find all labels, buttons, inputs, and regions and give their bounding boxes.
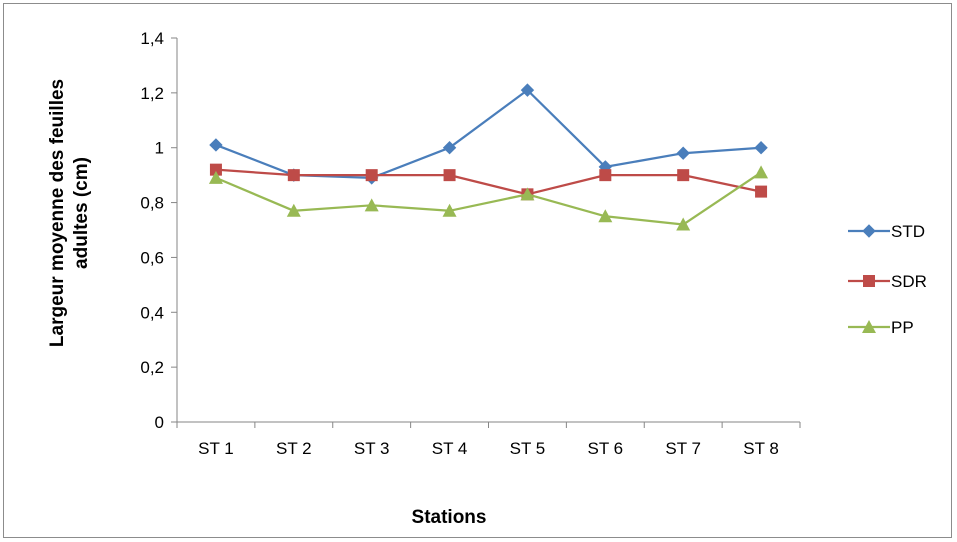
legend: STD SDR PP	[848, 222, 927, 337]
legend-marker-std	[862, 224, 876, 238]
y-tick-label: 1	[155, 139, 164, 158]
y-tick-label: 1,2	[140, 84, 164, 103]
data-point-std	[442, 141, 457, 155]
data-point-pp	[598, 209, 613, 223]
data-point-pp	[364, 198, 379, 212]
legend-item-sdr: SDR	[848, 272, 927, 291]
x-tick-label: ST 2	[276, 439, 312, 458]
series-sdr	[209, 163, 768, 201]
data-point-sdr	[287, 169, 300, 182]
x-axis: ST 1 ST 2 ST 3 ST 4 ST 5 ST 6 ST 7 ST 8	[176, 421, 801, 458]
x-tick-label: ST 4	[432, 439, 468, 458]
y-axis-title-line2: adultes (cm)	[71, 157, 92, 269]
y-tick-label: 0,4	[140, 303, 164, 322]
data-point-sdr	[365, 169, 378, 182]
y-axis: 0 0,2 0,4 0,6 0,8 1 1,2 1,4	[140, 29, 178, 432]
series-pp	[208, 165, 769, 231]
legend-marker-sdr	[863, 275, 875, 287]
data-point-pp	[520, 187, 535, 201]
y-tick-label: 0,8	[140, 194, 164, 213]
y-tick-label: 1,4	[140, 29, 164, 48]
x-tick-label: ST 6	[588, 439, 624, 458]
data-point-pp	[286, 203, 301, 217]
legend-label-pp: PP	[891, 318, 914, 337]
data-point-sdr	[755, 185, 768, 198]
data-point-pp	[676, 217, 691, 231]
y-tick-label: 0,2	[140, 358, 164, 377]
chart-frame	[3, 3, 952, 538]
x-tick-label: ST 1	[198, 439, 234, 458]
legend-item-pp: PP	[848, 318, 914, 337]
y-axis-title: Largeur moyenne des feuilles adultes (cm…	[47, 79, 92, 347]
data-point-sdr	[443, 169, 456, 182]
legend-marker-pp	[862, 320, 876, 333]
series-line-sdr	[215, 168, 762, 196]
data-point-sdr	[209, 163, 222, 176]
series-std	[209, 83, 768, 185]
series-line-pp	[215, 171, 762, 226]
x-axis-title: Stations	[412, 507, 487, 528]
y-tick-label: 0	[155, 413, 164, 432]
data-point-std	[520, 83, 535, 97]
x-tick-label: ST 3	[354, 439, 390, 458]
data-point-sdr	[599, 169, 612, 182]
legend-label-sdr: SDR	[891, 272, 927, 291]
data-point-std	[209, 138, 223, 152]
x-tick-label: ST 8	[743, 439, 779, 458]
data-point-sdr	[677, 169, 690, 182]
x-tick-label: ST 7	[665, 439, 701, 458]
y-axis-title-line1: Largeur moyenne des feuilles	[47, 79, 68, 347]
data-point-std	[754, 141, 768, 155]
data-point-pp	[208, 170, 223, 184]
data-point-pp	[442, 203, 457, 217]
legend-label-std: STD	[891, 222, 925, 241]
legend-item-std: STD	[848, 222, 925, 241]
x-tick-label: ST 5	[510, 439, 546, 458]
series-line-std	[215, 88, 762, 180]
series-layer	[208, 83, 769, 231]
y-tick-label: 0,6	[140, 248, 164, 267]
data-point-std	[676, 146, 690, 160]
data-point-pp	[754, 165, 769, 179]
